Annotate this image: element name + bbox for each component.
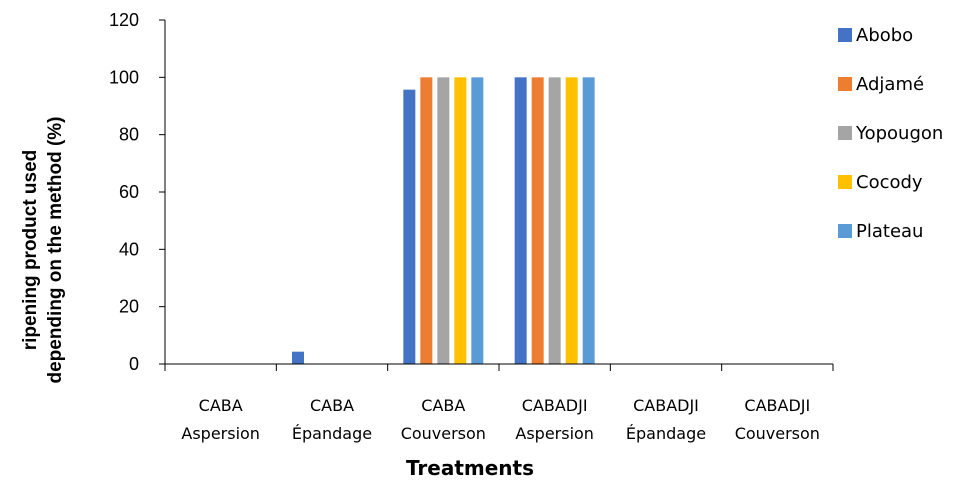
legend: Abobo Adjamé Yopougon Cocody Plateau [838,25,943,242]
x-tick-label: Couverson [401,424,486,443]
x-tick-label: CABADJI [522,396,588,415]
bar [565,77,578,364]
x-axis: CABA Aspersion CABA Épandage CABA Couverson CA… [164,363,834,443]
x-tick-label: CABADJI [744,396,810,415]
bars [292,77,595,364]
bar [292,351,304,364]
y-tick-label: 60 [119,182,139,202]
bar [420,77,433,364]
bar [403,89,416,364]
x-axis-title: Treatments [406,456,534,480]
y-tick-label: 20 [119,297,139,317]
legend-swatch [838,77,852,91]
bar [531,77,544,364]
y-axis-title-line-1: ripening product used [20,150,41,351]
y-tick-label: 120 [109,10,139,30]
bar [454,77,467,364]
legend-swatch [838,126,852,140]
legend-label: Yopougon [855,123,943,144]
bar [471,77,484,364]
x-tick-label: CABADJI [633,396,699,415]
y-axis-title: ripening product used depending on the m… [20,116,66,383]
x-tick-label: CABA [199,396,243,415]
y-tick-label: 100 [109,67,139,87]
legend-swatch [838,175,852,189]
bar [582,77,595,364]
legend-label: Abobo [856,25,913,46]
legend-label: Cocody [856,172,923,193]
x-tick-label: CABA [421,396,465,415]
x-tick-label: CABA [310,396,354,415]
y-tick-label: 0 [129,354,139,374]
bar [548,77,561,364]
x-tick-label: Épandage [626,424,706,443]
bar [437,77,450,364]
y-axis-title-line-2: depending on the method (%) [45,116,66,383]
legend-label: Adjamé [856,74,924,95]
x-tick-label: Épandage [292,424,372,443]
y-tick-label: 80 [119,125,139,145]
x-tick-label: Aspersion [515,424,594,443]
legend-swatch [838,28,852,42]
x-tick-label: Couverson [735,424,820,443]
legend-label: Plateau [856,221,923,242]
bar [514,77,527,364]
x-tick-label: Aspersion [181,424,260,443]
y-axis: 0 20 40 60 80 100 120 [109,10,166,374]
legend-swatch [838,224,852,238]
y-tick-label: 40 [119,239,139,259]
